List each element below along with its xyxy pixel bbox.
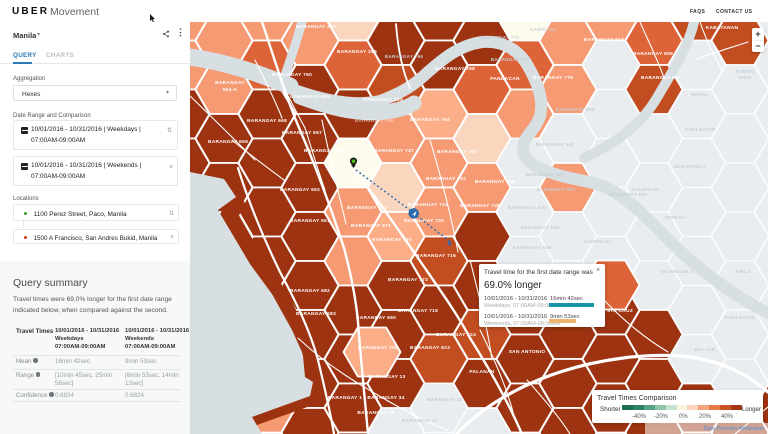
svg-text:BARANGAY 737: BARANGAY 737 [374, 148, 414, 154]
svg-text:BARANGAY 726: BARANGAY 726 [404, 218, 444, 224]
svg-text:KIELS: KIELS [735, 269, 750, 274]
svg-text:TERESA: TERESA [665, 215, 686, 220]
svg-text:BARANGAY 748: BARANGAY 748 [460, 203, 500, 209]
svg-text:BARANGAY 15: BARANGAY 15 [357, 410, 394, 416]
svg-text:BARANGAY 47: BARANGAY 47 [402, 418, 438, 423]
svg-text:BARANGAY 824: BARANGAY 824 [436, 332, 476, 338]
svg-text:BARANGAY 602: BARANGAY 602 [537, 187, 576, 192]
svg-text:BARANGAY 13: BARANGAY 13 [368, 374, 405, 380]
svg-text:BARANGAY 655: BARANGAY 655 [290, 94, 330, 100]
svg-text:BARANGAY 771: BARANGAY 771 [491, 57, 530, 62]
svg-text:BARANGAY 898: BARANGAY 898 [609, 192, 648, 197]
svg-text:BARANGAY 767: BARANGAY 767 [437, 149, 477, 155]
svg-text:BARANGAY 643: BARANGAY 643 [521, 225, 560, 230]
svg-text:BARANGAY 48: BARANGAY 48 [427, 397, 463, 402]
svg-text:BERAL: BERAL [691, 92, 708, 97]
svg-text:BARANGAY 682: BARANGAY 682 [290, 288, 330, 294]
svg-text:BEL-AIR: BEL-AIR [695, 347, 716, 352]
svg-text:BARANGAY 773: BARANGAY 773 [388, 277, 428, 283]
svg-text:SAMPALOC: SAMPALOC [584, 239, 613, 244]
svg-text:BARANGAY 286: BARANGAY 286 [337, 49, 377, 55]
svg-text:BARANGAY 613: BARANGAY 613 [641, 75, 681, 81]
svg-text:BARANGAY 641: BARANGAY 641 [536, 142, 575, 147]
svg-text:BARANGAY 609: BARANGAY 609 [633, 51, 673, 57]
svg-text:664-A: 664-A [223, 87, 238, 93]
svg-text:BARANGAY 658: BARANGAY 658 [304, 148, 344, 154]
svg-text:BARANGAY 283: BARANGAY 283 [296, 24, 336, 30]
svg-text:BARANGAY 661: BARANGAY 661 [290, 218, 330, 224]
svg-text:KAMALOC: KAMALOC [530, 27, 556, 32]
svg-text:BARANGAY 764: BARANGAY 764 [410, 117, 450, 123]
svg-text:BARANGAY 671: BARANGAY 671 [351, 223, 391, 229]
svg-text:SAN ANTONIO: SAN ANTONIO [509, 349, 546, 355]
svg-text:KALAYAAN: KALAYAAN [631, 187, 659, 192]
svg-text:BARANGAY 742: BARANGAY 742 [426, 176, 466, 182]
svg-text:BARANGAY 779: BARANGAY 779 [533, 75, 573, 81]
svg-text:BARANGAY 766: BARANGAY 766 [385, 54, 424, 59]
svg-text:BARANGAY 646: BARANGAY 646 [513, 245, 552, 250]
svg-text:BARANGAY 683: BARANGAY 683 [296, 311, 336, 317]
svg-text:BARANGAY 755: BARANGAY 755 [475, 179, 515, 185]
svg-text:BARANGAY 659: BARANGAY 659 [208, 139, 248, 145]
svg-text:BARANGAY 662: BARANGAY 662 [280, 187, 320, 193]
svg-text:PALANAN: PALANAN [469, 369, 494, 375]
svg-text:BARANGAY 601: BARANGAY 601 [526, 172, 565, 177]
svg-text:BARANGAY 34: BARANGAY 34 [367, 395, 404, 401]
svg-text:BARANGAY 768: BARANGAY 768 [435, 66, 475, 72]
svg-text:RAMOS: RAMOS [736, 69, 755, 74]
svg-text:POBLACION: POBLACION [725, 315, 756, 320]
svg-text:HIGH: HIGH [739, 75, 752, 80]
svg-text:BARANGAY 670: BARANGAY 670 [372, 237, 412, 243]
svg-text:OLD PANELA: OLD PANELA [674, 164, 707, 169]
svg-text:KABAYANAN: KABAYANAN [706, 25, 739, 31]
svg-text:BARANGAY 715: BARANGAY 715 [398, 308, 438, 314]
svg-text:BARANGAY 668: BARANGAY 668 [247, 118, 287, 124]
svg-text:PANDACAN: PANDACAN [490, 76, 520, 82]
svg-text:BARANGAY 716: BARANGAY 716 [416, 253, 456, 259]
svg-text:BARANGAY 1: BARANGAY 1 [328, 395, 362, 401]
svg-text:BARANGAY: BARANGAY [215, 80, 245, 86]
svg-text:BARANGAY 744: BARANGAY 744 [408, 202, 448, 208]
svg-text:BARANGAY 729: BARANGAY 729 [363, 97, 403, 103]
svg-text:BARANGAY 772: BARANGAY 772 [481, 35, 520, 40]
svg-text:BARANGAY 823: BARANGAY 823 [410, 345, 450, 351]
svg-text:STA CRUZ: STA CRUZ [607, 308, 633, 314]
svg-text:BARANGAY 690: BARANGAY 690 [356, 315, 396, 321]
svg-text:BARANGAY 708: BARANGAY 708 [358, 345, 398, 351]
svg-text:VALENZUELA: VALENZUELA [660, 269, 694, 274]
svg-text:BARANGAY 730: BARANGAY 730 [355, 118, 394, 123]
svg-text:BARANGAY 760: BARANGAY 760 [272, 72, 312, 78]
svg-text:POBLACION: POBLACION [685, 127, 716, 132]
svg-text:BARANGAY 657: BARANGAY 657 [282, 130, 322, 136]
svg-text:BARANGAY 732: BARANGAY 732 [347, 205, 387, 211]
svg-text:BARANGAY 598: BARANGAY 598 [556, 107, 595, 112]
svg-text:BARANGAY 616: BARANGAY 616 [584, 37, 624, 43]
svg-text:BARANGAY 640: BARANGAY 640 [508, 205, 547, 210]
